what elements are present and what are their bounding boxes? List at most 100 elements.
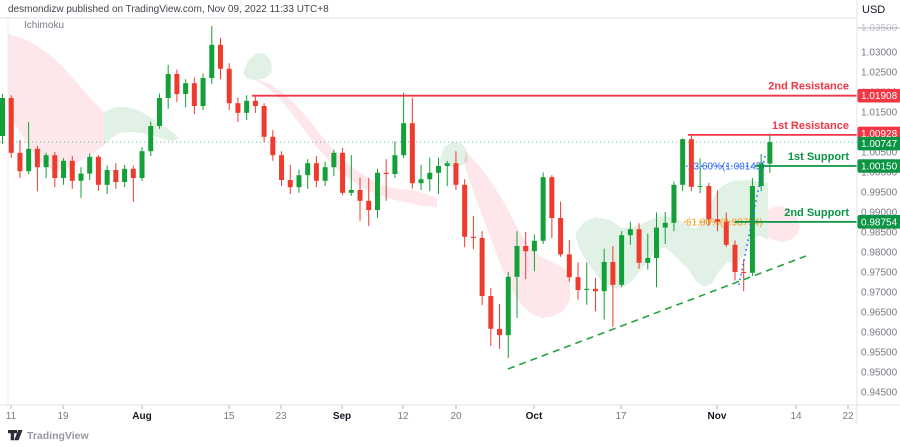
candle-up [26, 148, 32, 172]
candle-wick [438, 157, 439, 194]
candlesticks [0, 26, 773, 358]
candle-wick [699, 158, 701, 194]
candle-up [436, 166, 441, 173]
y-axis-label: 1.03000 [861, 48, 898, 59]
price-badge-resistance2: 1.01908 [861, 91, 898, 102]
candle-up [148, 126, 154, 152]
candle-down [688, 139, 694, 187]
candle-up [749, 186, 755, 273]
candle-wick [80, 167, 82, 198]
y-axis-label: 1.00000 [861, 168, 898, 179]
y-axis-label: 0.98000 [861, 248, 898, 259]
candle-up [296, 175, 302, 188]
candle-down [52, 155, 58, 178]
candle-wick [420, 164, 422, 190]
tradingview-logo[interactable]: TradingView [8, 430, 89, 442]
candle-up [531, 240, 537, 252]
x-axis-label: 20 [450, 411, 462, 422]
candle-wick [586, 262, 588, 305]
x-axis-label: Sep [333, 411, 351, 422]
level-labels: 2nd Resistance 1st Resistance 1st Support 2… [768, 81, 849, 219]
candle-up [418, 179, 424, 184]
y-axis-label: 0.97500 [861, 268, 898, 279]
cloud-region-bearish [8, 34, 104, 171]
candle-up [139, 151, 145, 178]
candle-wick [612, 246, 614, 327]
candle-down [191, 83, 197, 106]
candle-wick [525, 232, 527, 280]
candle-up [156, 98, 162, 126]
candle-up [401, 123, 407, 156]
cloud-region-bearish [768, 206, 800, 242]
candle-down [610, 262, 616, 285]
drawing-layer [252, 94, 857, 370]
candle-down [8, 98, 14, 153]
level-label: 2nd Support [784, 207, 849, 219]
candle-up [183, 83, 189, 94]
candle-up [619, 235, 625, 285]
candle-up [654, 227, 659, 258]
candle-down [357, 190, 363, 201]
price-badge-support1-bg [857, 159, 900, 173]
candle-down [462, 184, 468, 237]
y-axis-label: 0.94500 [861, 388, 898, 399]
candle-down [636, 229, 642, 263]
tradingview-logo-icon [8, 430, 17, 441]
candle-down [34, 148, 40, 168]
candle-down [270, 136, 276, 156]
candle-down [497, 328, 503, 336]
candle-up [697, 186, 703, 187]
cloud-region-bullish [243, 53, 272, 80]
candle-up [244, 100, 250, 113]
attribution-text: desmondizw published on TradingView.com,… [8, 4, 329, 15]
axes: 1.030001.025001.020001.015001.010001.005… [0, 0, 900, 424]
candle-down [69, 160, 75, 181]
candle-up [122, 168, 128, 182]
candle-up [680, 139, 686, 185]
candle-down [592, 288, 598, 292]
tradingview-logo-icon-v [14, 430, 23, 441]
candle-wick [36, 146, 38, 192]
candle-up [540, 177, 546, 241]
candle-wick [132, 165, 134, 202]
y-axis-label: 0.97000 [861, 288, 898, 299]
faded-scale-label: 1.03500 [861, 23, 898, 34]
y-axis-label: 1.00500 [861, 148, 898, 159]
candle-up [165, 74, 171, 98]
candle-up [331, 152, 337, 168]
candle-down [566, 254, 572, 278]
candle-down [340, 152, 346, 193]
candle-wick [533, 234, 535, 272]
y-axis-label: 0.99000 [861, 208, 898, 219]
y-axis-label: 1.01500 [861, 108, 898, 119]
candle-up [0, 98, 5, 136]
candle-down [470, 236, 476, 238]
price-badge-current-bg [857, 136, 900, 151]
candle-down [723, 221, 729, 245]
candle-down [17, 152, 23, 172]
x-axis-label: 22 [842, 411, 854, 422]
candle-up [87, 156, 93, 174]
candle-down [226, 68, 232, 104]
candle-down [732, 244, 738, 272]
candle-up [645, 258, 651, 263]
y-axis-label: 0.98500 [861, 228, 898, 239]
candle-up [305, 163, 311, 176]
x-axis-label: 14 [790, 411, 802, 422]
candle-up [767, 142, 773, 164]
candle-up [209, 44, 215, 78]
candle-up [627, 229, 633, 236]
candle-down [174, 74, 180, 94]
level-label: 1st Resistance [772, 120, 849, 132]
candle-wick [385, 159, 387, 201]
candle-up [662, 222, 668, 228]
level-label: 1st Support [788, 151, 849, 163]
candle-down [252, 100, 258, 106]
candle-down [575, 277, 581, 290]
candle-up [671, 184, 677, 223]
candle-up [43, 155, 49, 168]
candle-wick [350, 155, 352, 196]
price-badge-resistance1-bg [857, 126, 900, 141]
candle-down [235, 103, 241, 113]
x-axis-label: 12 [397, 411, 409, 422]
